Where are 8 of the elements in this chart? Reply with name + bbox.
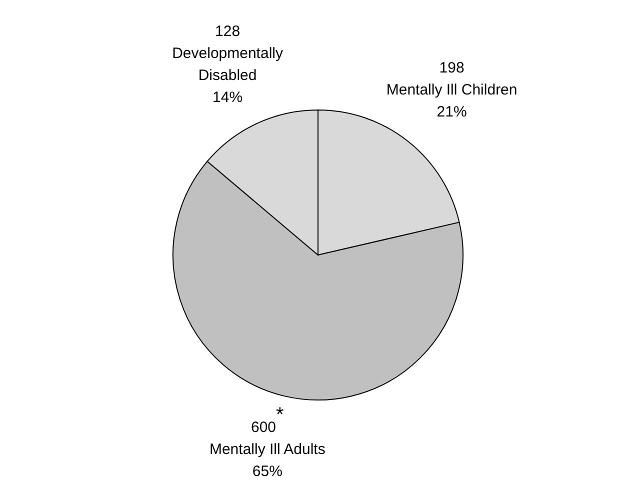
slice-label: Mentally Ill Adults: [209, 441, 326, 458]
text: 14%: [212, 89, 243, 106]
text: 21%: [436, 104, 467, 121]
text: 65%: [252, 463, 282, 480]
data-label: 198: [439, 60, 464, 77]
data-label: 128: [215, 23, 240, 40]
slice-label: Mentally Ill Children: [386, 82, 518, 99]
slice-label: Developmentally Disabled: [172, 45, 284, 84]
